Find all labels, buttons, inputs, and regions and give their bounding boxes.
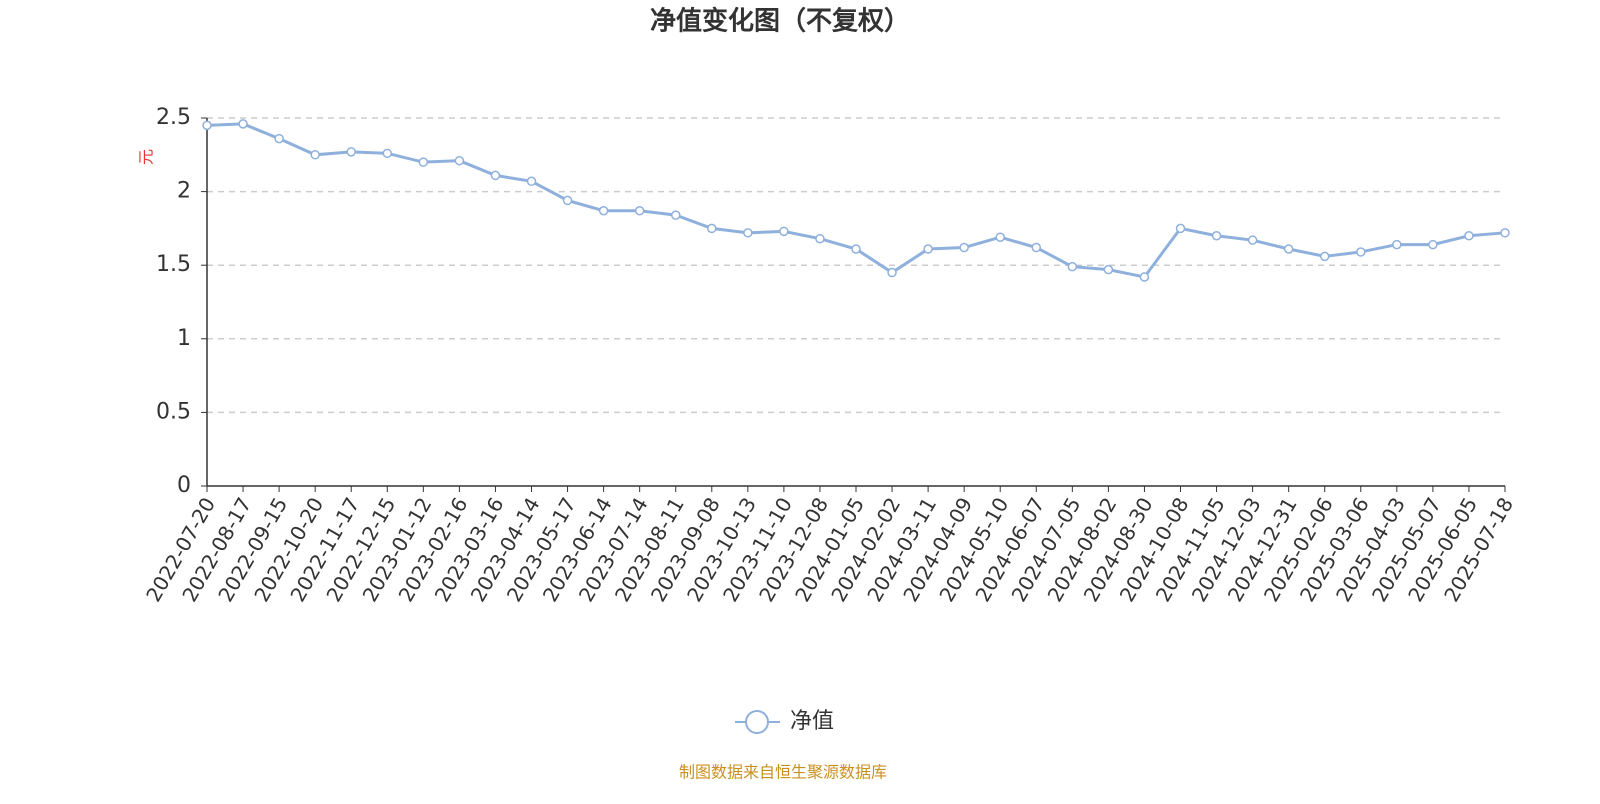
data-point bbox=[1283, 244, 1294, 254]
data-point bbox=[1500, 228, 1510, 238]
data-point bbox=[598, 205, 609, 216]
data-point bbox=[923, 244, 933, 254]
data-point bbox=[1175, 223, 1186, 234]
data-point bbox=[1067, 261, 1078, 272]
data-point bbox=[202, 120, 212, 131]
data-point bbox=[634, 205, 645, 216]
data-point bbox=[382, 148, 393, 159]
data-point bbox=[1211, 231, 1222, 241]
data-point bbox=[959, 242, 969, 253]
data-point bbox=[670, 210, 681, 220]
y-tick-label: 0.5 bbox=[156, 399, 191, 424]
data-point bbox=[562, 195, 573, 206]
data-point bbox=[743, 228, 753, 238]
data-point bbox=[851, 244, 861, 254]
data-line bbox=[206, 122, 1506, 279]
data-point bbox=[454, 155, 465, 166]
data-point bbox=[238, 119, 248, 129]
y-tick-label: 2.5 bbox=[156, 105, 191, 130]
data-point bbox=[815, 233, 825, 244]
data-point bbox=[1319, 251, 1330, 262]
legend-label: 净值 bbox=[790, 709, 834, 734]
data-point bbox=[1139, 272, 1150, 282]
data-point bbox=[1031, 242, 1042, 253]
data-point bbox=[1428, 239, 1438, 250]
chart-title: 净值变化图（不复权） bbox=[650, 6, 910, 37]
data-point bbox=[490, 170, 501, 181]
data-point bbox=[887, 267, 897, 278]
data-point bbox=[1356, 247, 1366, 257]
data-point bbox=[1247, 235, 1258, 245]
y-tick-label: 1 bbox=[177, 326, 191, 351]
data-point bbox=[526, 176, 537, 187]
data-point bbox=[310, 150, 320, 160]
data-point bbox=[779, 226, 789, 237]
data-point bbox=[1392, 239, 1402, 250]
data-point bbox=[346, 147, 356, 157]
data-point bbox=[274, 133, 284, 144]
legend-marker bbox=[745, 710, 769, 734]
y-axis-label: 元 bbox=[137, 149, 156, 165]
data-point bbox=[707, 223, 717, 234]
data-point bbox=[1103, 264, 1114, 275]
data-point bbox=[418, 157, 429, 167]
source-note: 制图数据来自恒生聚源数据库 bbox=[679, 763, 887, 782]
y-tick-label: 0 bbox=[177, 473, 191, 498]
data-point bbox=[1464, 231, 1474, 241]
y-tick-label: 1.5 bbox=[156, 252, 191, 277]
data-point bbox=[995, 232, 1005, 242]
y-tick-label: 2 bbox=[177, 179, 191, 204]
